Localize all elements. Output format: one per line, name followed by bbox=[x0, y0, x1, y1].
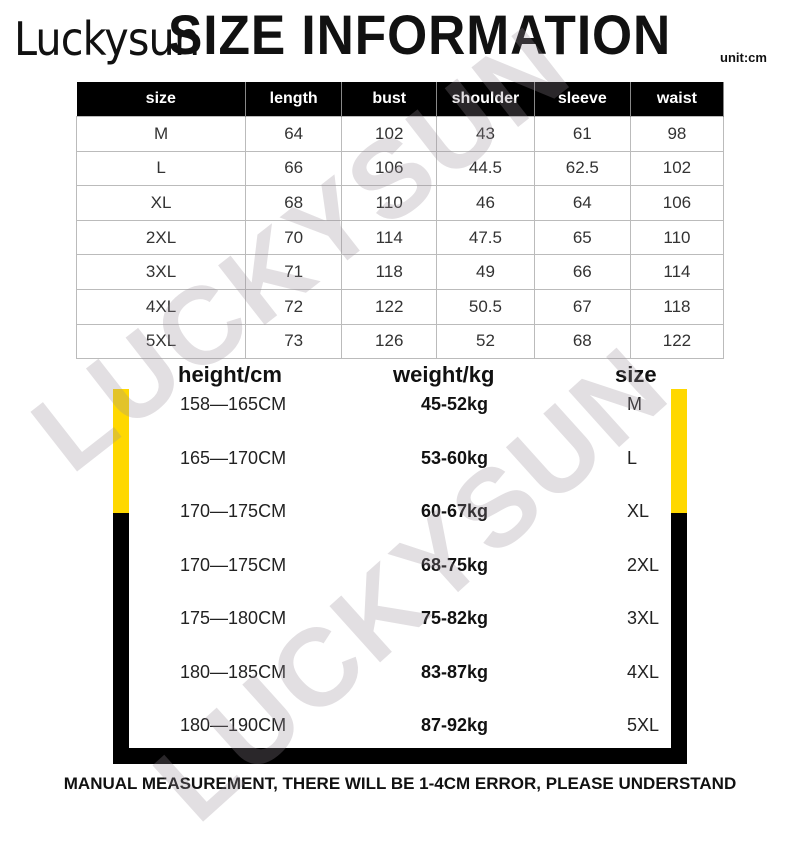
column-header: sleeve bbox=[534, 82, 631, 117]
footer-note: MANUAL MEASUREMENT, THERE WILL BE 1-4CM … bbox=[63, 774, 737, 793]
table-row: 2XL 70 114 47.5 65 110 bbox=[75, 219, 725, 256]
table-cell: M bbox=[75, 116, 247, 152]
table-cell: 114 bbox=[341, 219, 438, 256]
size-value: 5XL bbox=[627, 715, 660, 735]
weight-range: 53-60kg bbox=[421, 448, 489, 468]
table-cell: 68 bbox=[533, 323, 631, 360]
table-cell: 110 bbox=[341, 185, 438, 221]
table-cell: 70 bbox=[245, 219, 343, 256]
table-cell: 98 bbox=[629, 116, 725, 152]
table-row: 4XL 72 122 50.5 67 118 bbox=[75, 288, 725, 325]
table-cell: 43 bbox=[436, 116, 535, 152]
table-cell: 46 bbox=[436, 185, 535, 221]
table-cell: 73 bbox=[245, 323, 343, 360]
frame-inner bbox=[129, 389, 671, 748]
fit-header-size: size bbox=[615, 362, 657, 387]
frame-bottom bbox=[113, 748, 687, 764]
table-cell: 62.5 bbox=[533, 150, 631, 187]
table-cell: L bbox=[75, 150, 247, 187]
weight-range: 45-52kg bbox=[421, 394, 489, 414]
table-cell: 66 bbox=[533, 254, 631, 290]
table-cell: 118 bbox=[629, 288, 725, 325]
table-cell: 65 bbox=[533, 219, 631, 256]
table-cell: 122 bbox=[341, 288, 438, 325]
table-cell: 64 bbox=[533, 185, 631, 221]
frame-right-yellow bbox=[671, 389, 687, 513]
size-value: 2XL bbox=[627, 555, 660, 575]
table-cell: 68 bbox=[245, 185, 343, 221]
fit-frame bbox=[113, 389, 687, 764]
column-header: waist bbox=[630, 82, 725, 117]
height-range: 165—170CM bbox=[180, 448, 287, 468]
table-cell: 50.5 bbox=[436, 288, 535, 325]
column-header: shoulder bbox=[436, 82, 535, 117]
weight-range: 75-82kg bbox=[421, 608, 489, 628]
table-cell: 5XL bbox=[75, 323, 247, 360]
table-row: L 66 106 44.5 62.5 102 bbox=[75, 150, 725, 187]
table-row: XL 68 110 46 64 106 bbox=[75, 185, 725, 221]
size-value: XL bbox=[627, 501, 650, 521]
height-range: 158—165CM bbox=[180, 394, 287, 414]
frame-left-yellow bbox=[113, 389, 129, 513]
table-cell: 126 bbox=[341, 323, 438, 360]
size-value: 3XL bbox=[627, 608, 660, 628]
table-cell: 47.5 bbox=[436, 219, 535, 256]
fit-header-height: height/cm bbox=[178, 362, 282, 387]
weight-range: 60-67kg bbox=[421, 501, 489, 521]
table-row: 3XL 71 118 49 66 114 bbox=[75, 254, 725, 290]
table-cell: 114 bbox=[629, 254, 725, 290]
table-cell: 3XL bbox=[75, 254, 247, 290]
table-cell: 122 bbox=[629, 323, 725, 360]
column-header: bust bbox=[341, 82, 438, 117]
table-cell: 61 bbox=[533, 116, 631, 152]
size-table: size length bust shoulder sleeve waist M 64 102… bbox=[75, 82, 725, 360]
table-cell: 102 bbox=[629, 150, 725, 187]
size-table-header: size length bust shoulder sleeve waist bbox=[76, 82, 725, 117]
frame-right-black bbox=[671, 513, 687, 764]
table-cell: 71 bbox=[245, 254, 343, 290]
table-cell: 106 bbox=[629, 185, 725, 221]
table-cell: 106 bbox=[341, 150, 438, 187]
table-cell: 4XL bbox=[75, 288, 247, 325]
page-title: SIZE INFORMATION bbox=[168, 3, 672, 66]
height-range: 175—180CM bbox=[180, 608, 287, 628]
unit-label: unit:cm bbox=[720, 50, 767, 65]
table-cell: 72 bbox=[245, 288, 343, 325]
weight-range: 68-75kg bbox=[421, 555, 489, 575]
height-range: 170—175CM bbox=[180, 555, 287, 575]
table-cell: 102 bbox=[341, 116, 438, 152]
weight-range: 87-92kg bbox=[421, 715, 489, 735]
table-cell: 49 bbox=[436, 254, 535, 290]
table-cell: XL bbox=[75, 185, 247, 221]
table-cell: 52 bbox=[436, 323, 535, 360]
table-cell: 66 bbox=[245, 150, 343, 187]
column-header: size bbox=[76, 82, 247, 117]
fit-header-weight: weight/kg bbox=[393, 362, 495, 387]
height-range: 170—175CM bbox=[180, 501, 287, 521]
brand-logo: Luckysun bbox=[14, 12, 200, 66]
size-value: 4XL bbox=[627, 662, 660, 682]
table-cell: 110 bbox=[629, 219, 725, 256]
column-header: length bbox=[245, 82, 343, 117]
frame-left-black bbox=[113, 513, 129, 764]
fit-row: 158—165CM 45-52kg M bbox=[0, 394, 800, 424]
table-cell: 118 bbox=[341, 254, 438, 290]
height-range: 180—190CM bbox=[180, 715, 287, 735]
table-cell: 64 bbox=[245, 116, 343, 152]
table-cell: 44.5 bbox=[436, 150, 535, 187]
fit-row: 170—175CM 68-75kg 2XL bbox=[0, 555, 800, 585]
fit-row: 180—190CM 87-92kg 5XL bbox=[0, 715, 800, 745]
size-value: L bbox=[627, 448, 638, 468]
size-value: M bbox=[627, 394, 642, 414]
fit-row: 180—185CM 83-87kg 4XL bbox=[0, 662, 800, 692]
weight-range: 83-87kg bbox=[421, 662, 489, 682]
fit-row: 170—175CM 60-67kg XL bbox=[0, 501, 800, 531]
fit-row: 165—170CM 53-60kg L bbox=[0, 448, 800, 478]
table-row: M 64 102 43 61 98 bbox=[75, 116, 725, 152]
fit-row: 175—180CM 75-82kg 3XL bbox=[0, 608, 800, 638]
table-cell: 2XL bbox=[75, 219, 247, 256]
height-range: 180—185CM bbox=[180, 662, 287, 682]
table-cell: 67 bbox=[533, 288, 631, 325]
table-row: 5XL 73 126 52 68 122 bbox=[75, 323, 725, 360]
